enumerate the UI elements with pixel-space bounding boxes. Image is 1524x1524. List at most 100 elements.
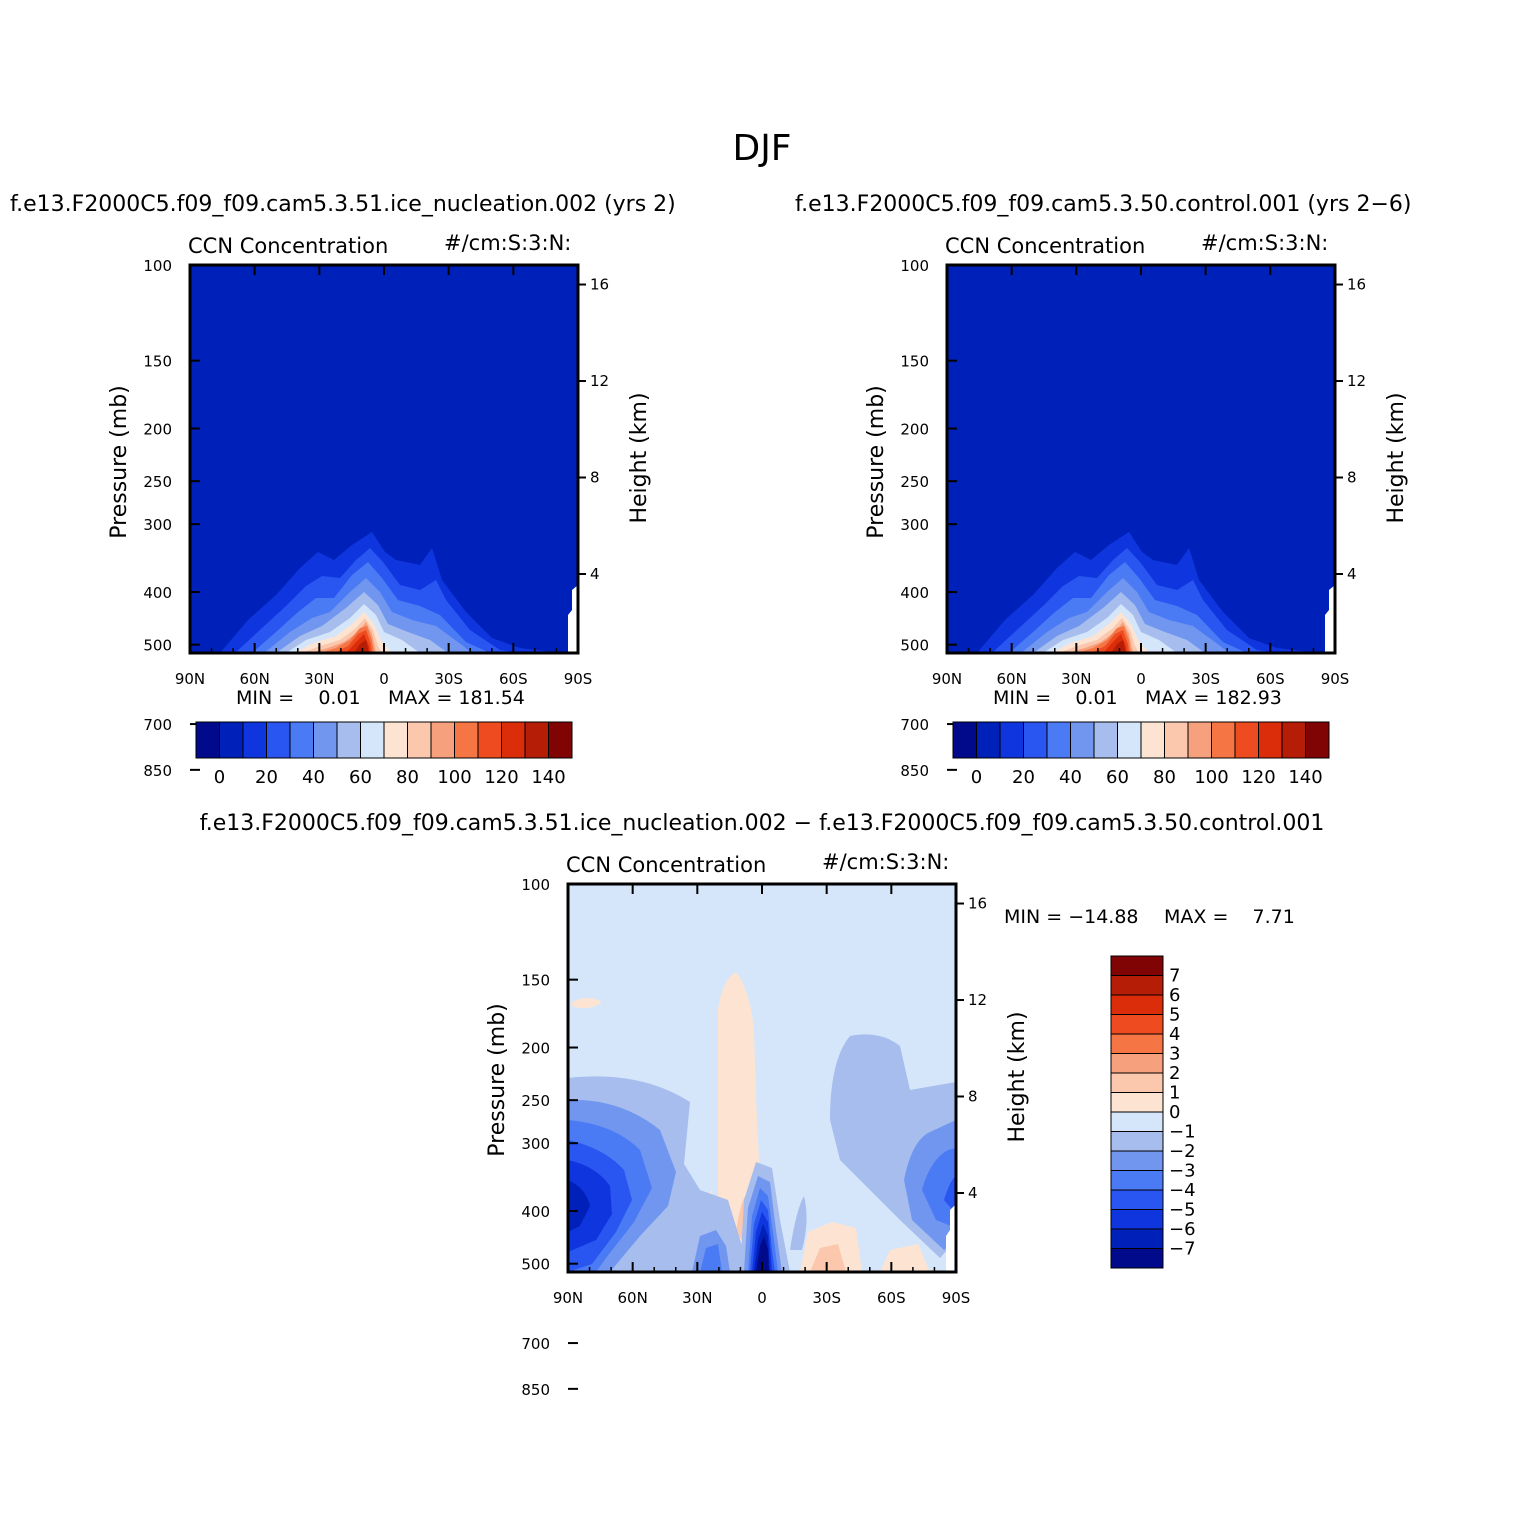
min-label-right: MIN = 0.01 bbox=[993, 687, 1118, 709]
height-tick-label: 12 bbox=[968, 991, 987, 1009]
colorbar-swatch bbox=[1110, 1033, 1164, 1054]
colorbar-swatch bbox=[1140, 721, 1165, 759]
height-label-right: Height (km) bbox=[1384, 392, 1409, 523]
height-tick-label: 12 bbox=[1347, 372, 1366, 390]
right-case-title: f.e13.F2000C5.f09_f09.cam5.3.50.control.… bbox=[795, 192, 1412, 217]
colorbar-swatch bbox=[1110, 1228, 1164, 1249]
colorbar-swatch bbox=[1110, 1111, 1164, 1132]
colorbar-label: 1 bbox=[1169, 1083, 1180, 1104]
pressure-tick-label: 850 bbox=[143, 762, 172, 780]
colorbar-swatch bbox=[1110, 1209, 1164, 1230]
height-axis-right: 16 12 8 4 bbox=[1335, 276, 1366, 583]
colorbar-label: −4 bbox=[1169, 1180, 1196, 1201]
colorbar-swatch bbox=[1164, 721, 1189, 759]
colorbar-label: −2 bbox=[1169, 1141, 1196, 1162]
colorbar-swatch bbox=[1046, 721, 1071, 759]
colorbar-swatch bbox=[360, 721, 385, 759]
height-tick-label: 8 bbox=[1347, 469, 1357, 487]
colorbar-label: 7 bbox=[1169, 966, 1180, 987]
pressure-tick-label: 150 bbox=[900, 353, 929, 371]
colorbar-label: 0 bbox=[971, 767, 982, 788]
latitude-tick-label: 0 bbox=[1136, 670, 1146, 688]
pressure-tick-label: 250 bbox=[900, 473, 929, 491]
latitude-tick-label: 60S bbox=[499, 670, 528, 688]
latitude-tick-label: 30S bbox=[434, 670, 463, 688]
pressure-tick-label: 150 bbox=[521, 972, 550, 990]
colorbar-label: 80 bbox=[1153, 767, 1176, 788]
colorbar-swatch bbox=[477, 721, 502, 759]
colorbar-label: −7 bbox=[1169, 1239, 1196, 1260]
max-label-left: MAX = 181.54 bbox=[388, 687, 525, 709]
pressure-tick-label: 700 bbox=[143, 716, 172, 734]
colorbar-right: 0 20 40 60 80 100 120 140 bbox=[952, 721, 1330, 788]
latitude-tick-label: 0 bbox=[379, 670, 389, 688]
pressure-label-right: Pressure (mb) bbox=[864, 385, 889, 539]
colorbar-swatch bbox=[548, 721, 573, 759]
height-tick-label: 4 bbox=[1347, 565, 1357, 583]
colorbar-swatch bbox=[1211, 721, 1236, 759]
height-tick-label: 16 bbox=[1347, 276, 1366, 294]
pressure-label-left: Pressure (mb) bbox=[107, 385, 132, 539]
colorbar-label: 3 bbox=[1169, 1044, 1180, 1065]
colorbar-swatch bbox=[336, 721, 361, 759]
colorbar-label: −1 bbox=[1169, 1122, 1196, 1143]
colorbar-swatch bbox=[1258, 721, 1283, 759]
colorbar-swatch bbox=[454, 721, 479, 759]
pressure-tick-label: 200 bbox=[143, 421, 172, 439]
pressure-tick-label: 500 bbox=[143, 637, 172, 655]
height-tick-label: 16 bbox=[968, 895, 987, 913]
colorbar-swatch bbox=[1023, 721, 1048, 759]
latitude-tick-label: 0 bbox=[757, 1289, 767, 1307]
colorbar-swatch bbox=[289, 721, 314, 759]
pressure-tick-label: 200 bbox=[521, 1040, 550, 1058]
colorbar-label: 0 bbox=[1169, 1102, 1180, 1123]
colorbar-label: 20 bbox=[255, 767, 278, 788]
min-label-difference: MIN = −14.88 bbox=[1004, 906, 1139, 928]
colorbar-label: 0 bbox=[214, 767, 225, 788]
colorbar-swatch bbox=[195, 721, 220, 759]
max-label-right: MAX = 182.93 bbox=[1145, 687, 1282, 709]
pressure-tick-label: 300 bbox=[143, 516, 172, 534]
pressure-axis-left: 100 150 200 250 300 400 500 700 850 bbox=[143, 257, 200, 780]
pressure-tick-label: 250 bbox=[143, 473, 172, 491]
colorbar-swatch bbox=[1110, 1014, 1164, 1035]
colorbar-swatch bbox=[524, 721, 549, 759]
pressure-tick-label: 850 bbox=[521, 1381, 550, 1399]
height-axis-difference: 16 12 8 4 bbox=[956, 895, 987, 1202]
colorbar-label: 5 bbox=[1169, 1005, 1180, 1026]
subtitle-right: CCN Concentration bbox=[945, 234, 1145, 258]
latitude-tick-label: 90N bbox=[175, 670, 205, 688]
colorbar-label: 120 bbox=[1241, 767, 1275, 788]
pressure-tick-label: 100 bbox=[521, 876, 550, 894]
units-difference: #/cm:S:3:N: bbox=[822, 850, 949, 874]
pressure-tick-label: 400 bbox=[900, 584, 929, 602]
subtitle-left: CCN Concentration bbox=[188, 234, 388, 258]
colorbar-swatch bbox=[1093, 721, 1118, 759]
latitude-tick-label: 90N bbox=[553, 1289, 583, 1307]
units-right: #/cm:S:3:N: bbox=[1201, 231, 1328, 255]
height-tick-label: 4 bbox=[590, 565, 600, 583]
colorbar-label: 80 bbox=[396, 767, 419, 788]
latitude-tick-label: 30N bbox=[682, 1289, 712, 1307]
latitude-tick-label: 60N bbox=[240, 670, 270, 688]
latitude-axis-right: 90N 60N 30N 0 30S 60S 90S bbox=[932, 265, 1349, 688]
colorbar-label: 120 bbox=[484, 767, 518, 788]
colorbar-swatch bbox=[219, 721, 244, 759]
pressure-tick-label: 300 bbox=[521, 1135, 550, 1153]
colorbar-swatch bbox=[1110, 1131, 1164, 1152]
colorbar-label: −6 bbox=[1169, 1219, 1196, 1240]
height-tick-label: 12 bbox=[590, 372, 609, 390]
height-tick-label: 4 bbox=[968, 1184, 978, 1202]
colorbar-label: 60 bbox=[1106, 767, 1129, 788]
colorbar-swatch bbox=[952, 721, 977, 759]
pressure-tick-label: 300 bbox=[900, 516, 929, 534]
colorbar-swatch bbox=[1110, 1053, 1164, 1074]
colorbar-swatch bbox=[313, 721, 338, 759]
figure-title: DJF bbox=[732, 128, 792, 169]
left-case-title: f.e13.F2000C5.f09_f09.cam5.3.51.ice_nucl… bbox=[10, 192, 676, 217]
difference-title: f.e13.F2000C5.f09_f09.cam5.3.51.ice_nucl… bbox=[199, 811, 1325, 836]
pressure-tick-label: 150 bbox=[143, 353, 172, 371]
height-tick-label: 16 bbox=[590, 276, 609, 294]
